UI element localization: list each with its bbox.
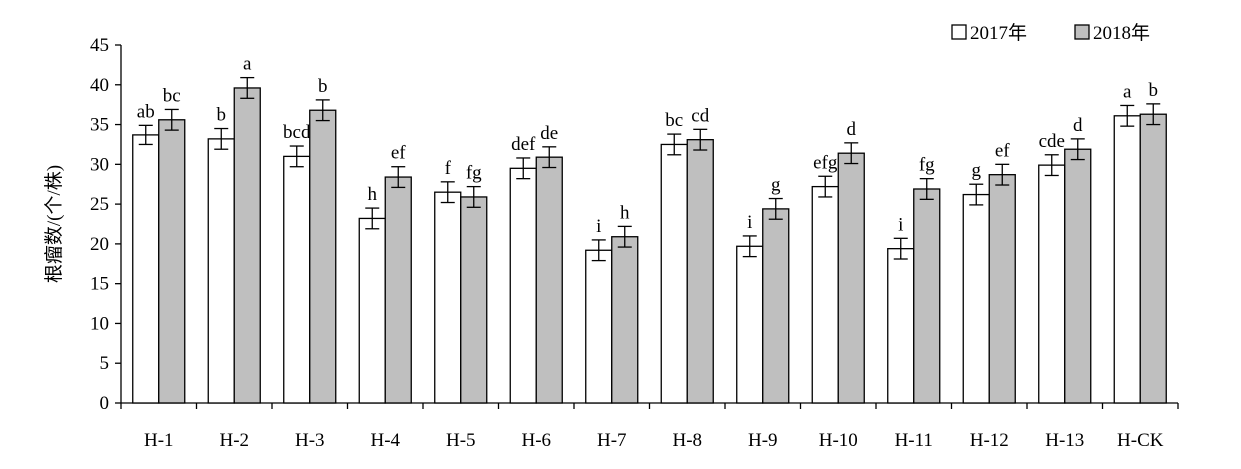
x-tick-label: H-9	[748, 430, 778, 451]
x-tick-label: H-1	[144, 430, 174, 451]
significance-label: h	[620, 202, 630, 223]
y-tick-label: 0	[100, 393, 110, 414]
significance-label: fg	[919, 155, 935, 176]
bar	[1139, 113, 1167, 404]
significance-label: ef	[391, 143, 406, 164]
significance-label: de	[540, 123, 558, 144]
y-tick-label: 15	[90, 274, 109, 295]
x-tick-label: H-2	[219, 430, 249, 451]
significance-label: cde	[1039, 131, 1065, 152]
significance-label: d	[1073, 115, 1083, 136]
bar	[837, 152, 865, 404]
legend: 2017年 2018年	[951, 22, 1150, 44]
bar	[460, 196, 488, 404]
significance-label: f	[445, 158, 452, 179]
significance-label: ef	[995, 140, 1010, 161]
x-tick-label: H-6	[521, 430, 551, 451]
bar	[585, 249, 613, 404]
significance-label: h	[368, 184, 378, 205]
x-tick-label: H-7	[597, 430, 627, 451]
legend-label: 2017年	[970, 22, 1027, 44]
significance-label: b	[318, 76, 328, 97]
significance-label: a	[243, 54, 252, 75]
significance-label: fg	[466, 163, 482, 184]
bar	[535, 156, 563, 404]
x-tick-label: H-CK	[1117, 430, 1164, 451]
bar	[1064, 148, 1092, 404]
bar	[509, 167, 537, 404]
x-tick-label: H-12	[970, 430, 1009, 451]
significance-label: def	[511, 134, 536, 155]
bar	[736, 245, 764, 404]
significance-label: i	[898, 214, 903, 235]
significance-label: efg	[813, 152, 838, 173]
bar	[384, 176, 412, 404]
axes: 0 5 10 15 20 25 30 35 40 45 H-1 H-2 H-3 H-4 H-5 H-6 H-7 H…	[90, 35, 1179, 451]
bar	[309, 109, 337, 404]
bar	[358, 217, 386, 404]
legend-swatch	[951, 24, 967, 40]
x-tick-label: H-8	[672, 430, 702, 451]
significance-label: bc	[665, 110, 683, 131]
legend-swatch	[1074, 24, 1090, 40]
bar	[283, 155, 311, 404]
bar	[434, 191, 462, 404]
significance-label: a	[1123, 81, 1132, 102]
bar	[686, 139, 714, 404]
bar	[1038, 164, 1066, 404]
legend-label: 2018年	[1093, 22, 1150, 44]
bar	[233, 87, 261, 404]
significance-label: g	[972, 160, 982, 181]
bar	[132, 134, 160, 404]
significance-label: b	[217, 105, 227, 126]
bars: ab bbcdhfdefibciefgigcdeabcabeffgdehcdgdf…	[132, 54, 1167, 404]
y-tick-label: 10	[90, 313, 109, 334]
y-tick-label: 20	[90, 234, 109, 255]
y-tick-label: 5	[100, 353, 110, 374]
x-tick-label: H-5	[446, 430, 476, 451]
x-tick-label: H-3	[295, 430, 325, 451]
significance-label: ab	[137, 101, 155, 122]
bar	[762, 208, 790, 404]
bar	[1113, 115, 1141, 404]
y-axis-label: 根瘤数/(个/株)	[43, 165, 65, 283]
bar	[913, 188, 941, 404]
x-tick-label: H-10	[819, 430, 858, 451]
x-tick-label: H-13	[1045, 430, 1084, 451]
y-tick-label: 45	[90, 35, 109, 56]
significance-label: i	[596, 216, 601, 237]
bar	[207, 138, 235, 404]
y-tick-label: 40	[90, 75, 109, 96]
significance-label: bcd	[283, 122, 311, 143]
y-tick-label: 35	[90, 115, 109, 136]
significance-label: b	[1149, 80, 1159, 101]
y-tick-label: 30	[90, 154, 109, 175]
x-tick-label: H-11	[895, 430, 933, 451]
bar	[811, 185, 839, 404]
x-tick-label: H-4	[370, 430, 400, 451]
bar	[962, 193, 990, 404]
bar	[158, 119, 186, 404]
significance-label: cd	[691, 105, 709, 126]
significance-label: i	[747, 212, 752, 233]
bar	[611, 236, 639, 404]
significance-label: bc	[163, 85, 181, 106]
significance-label: g	[771, 175, 781, 196]
y-tick-label: 25	[90, 194, 109, 215]
bar	[660, 143, 688, 404]
bar	[988, 174, 1016, 404]
bar	[887, 248, 915, 404]
significance-label: d	[847, 119, 857, 140]
